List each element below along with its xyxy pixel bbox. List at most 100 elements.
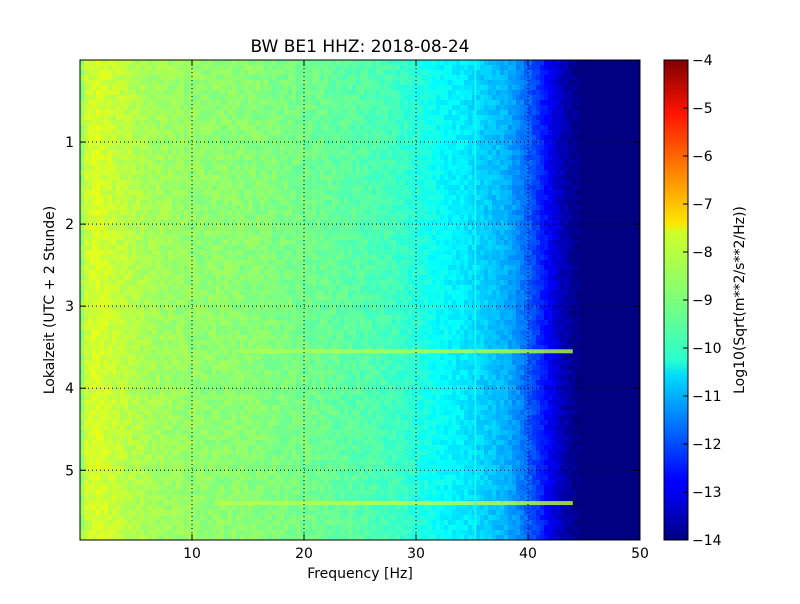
heatmap-cell bbox=[384, 135, 389, 141]
heatmap-cell bbox=[216, 205, 221, 211]
heatmap-cell bbox=[124, 120, 129, 126]
heatmap-cell bbox=[456, 195, 461, 201]
heatmap-cell bbox=[92, 215, 97, 221]
heatmap-cell bbox=[608, 200, 613, 206]
heatmap-cell bbox=[296, 210, 301, 216]
heatmap-cell bbox=[168, 115, 173, 121]
heatmap-cell bbox=[420, 115, 425, 121]
heatmap-cell bbox=[612, 190, 617, 196]
heatmap-cell bbox=[184, 95, 189, 101]
heatmap-cell bbox=[436, 85, 441, 91]
heatmap-cell bbox=[216, 70, 221, 76]
heatmap-cell bbox=[296, 165, 301, 171]
heatmap-cell bbox=[248, 165, 253, 171]
heatmap-cell bbox=[180, 135, 185, 141]
heatmap-cell bbox=[276, 170, 281, 176]
heatmap-cell bbox=[516, 145, 521, 151]
heatmap-cell bbox=[116, 85, 121, 91]
heatmap-cell bbox=[236, 230, 241, 236]
heatmap-cell bbox=[84, 215, 89, 221]
heatmap-cell bbox=[312, 180, 317, 186]
heatmap-cell bbox=[428, 155, 433, 161]
heatmap-cell bbox=[596, 230, 601, 236]
heatmap-cell bbox=[228, 190, 233, 196]
heatmap-cell bbox=[236, 165, 241, 171]
heatmap-cell bbox=[224, 230, 229, 236]
heatmap-cell bbox=[568, 60, 573, 66]
heatmap-cell bbox=[156, 70, 161, 76]
heatmap-cell bbox=[248, 180, 253, 186]
heatmap-cell bbox=[296, 80, 301, 86]
heatmap-cell bbox=[620, 205, 625, 211]
heatmap-cell bbox=[332, 180, 337, 186]
heatmap-cell bbox=[504, 90, 509, 96]
heatmap-cell bbox=[108, 80, 113, 86]
heatmap-cell bbox=[164, 175, 169, 181]
heatmap-cell bbox=[552, 225, 557, 231]
heatmap-cell bbox=[244, 190, 249, 196]
heatmap-cell bbox=[380, 190, 385, 196]
heatmap-cell bbox=[364, 165, 369, 171]
heatmap-cell bbox=[180, 205, 185, 211]
heatmap-cell bbox=[480, 170, 485, 176]
heatmap-cell bbox=[388, 225, 393, 231]
heatmap-cell bbox=[384, 215, 389, 221]
heatmap-cell bbox=[224, 200, 229, 206]
heatmap-cell bbox=[264, 100, 269, 106]
heatmap-cell bbox=[232, 75, 237, 81]
heatmap-cell bbox=[396, 150, 401, 156]
heatmap-cell bbox=[568, 75, 573, 81]
heatmap-cell bbox=[616, 185, 621, 191]
heatmap-cell bbox=[340, 170, 345, 176]
heatmap-cell bbox=[372, 185, 377, 191]
heatmap-cell bbox=[132, 115, 137, 121]
heatmap-cell bbox=[188, 125, 193, 131]
heatmap-cell bbox=[320, 70, 325, 76]
heatmap-cell bbox=[332, 220, 337, 226]
heatmap-cell bbox=[384, 110, 389, 116]
heatmap-cell bbox=[124, 95, 129, 101]
heatmap-cell bbox=[560, 230, 565, 236]
heatmap-cell bbox=[336, 105, 341, 111]
heatmap-cell bbox=[216, 230, 221, 236]
heatmap-cell bbox=[160, 215, 165, 221]
heatmap-cell bbox=[264, 90, 269, 96]
heatmap-cell bbox=[552, 160, 557, 166]
heatmap-cell bbox=[632, 105, 637, 111]
heatmap-cell bbox=[264, 160, 269, 166]
heatmap-cell bbox=[588, 110, 593, 116]
heatmap-cell bbox=[452, 195, 457, 201]
heatmap-cell bbox=[476, 95, 481, 101]
heatmap-cell bbox=[288, 70, 293, 76]
heatmap-cell bbox=[388, 150, 393, 156]
heatmap-cell bbox=[512, 175, 517, 181]
heatmap-cell bbox=[220, 200, 225, 206]
heatmap-cell bbox=[108, 115, 113, 121]
heatmap-cell bbox=[524, 185, 529, 191]
heatmap-cell bbox=[448, 90, 453, 96]
heatmap-cell bbox=[176, 220, 181, 226]
heatmap-cell bbox=[380, 125, 385, 131]
heatmap-cell bbox=[420, 210, 425, 216]
heatmap-cell bbox=[448, 165, 453, 171]
heatmap-cell bbox=[512, 60, 517, 66]
heatmap-cell bbox=[552, 110, 557, 116]
heatmap-cell bbox=[168, 210, 173, 216]
heatmap-cell bbox=[248, 155, 253, 161]
heatmap-cell bbox=[304, 215, 309, 221]
heatmap-cell bbox=[360, 175, 365, 181]
heatmap-cell bbox=[160, 95, 165, 101]
heatmap-cell bbox=[200, 105, 205, 111]
heatmap-cell bbox=[568, 190, 573, 196]
heatmap-cell bbox=[304, 210, 309, 216]
heatmap-cell bbox=[592, 90, 597, 96]
heatmap-cell bbox=[440, 220, 445, 226]
heatmap-cell bbox=[344, 190, 349, 196]
heatmap-cell bbox=[584, 110, 589, 116]
heatmap-cell bbox=[608, 225, 613, 231]
heatmap-cell bbox=[356, 130, 361, 136]
heatmap-cell bbox=[528, 155, 533, 161]
heatmap-cell bbox=[608, 125, 613, 131]
heatmap-cell bbox=[620, 145, 625, 151]
heatmap-cell bbox=[120, 115, 125, 121]
